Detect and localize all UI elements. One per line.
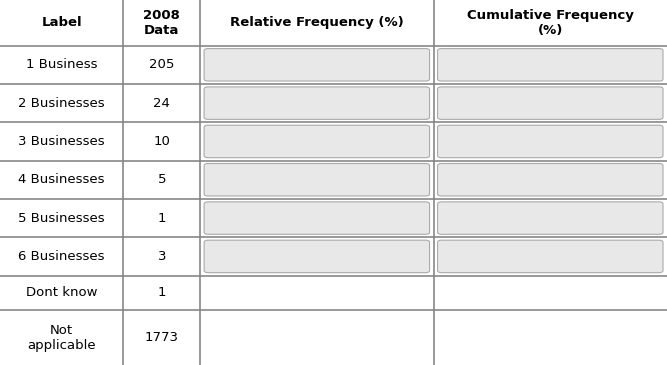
Text: 1773: 1773 xyxy=(145,331,179,344)
Bar xyxy=(0,199,667,237)
FancyBboxPatch shape xyxy=(438,240,663,273)
FancyBboxPatch shape xyxy=(204,240,430,273)
FancyBboxPatch shape xyxy=(204,202,430,234)
Text: 24: 24 xyxy=(153,97,170,110)
Bar xyxy=(0,0,667,46)
Text: Label: Label xyxy=(41,16,82,29)
Text: 2 Businesses: 2 Businesses xyxy=(19,97,105,110)
Text: 205: 205 xyxy=(149,58,175,71)
FancyBboxPatch shape xyxy=(438,202,663,234)
Bar xyxy=(0,276,667,310)
Text: 3 Businesses: 3 Businesses xyxy=(19,135,105,148)
Text: 4 Businesses: 4 Businesses xyxy=(19,173,105,186)
Text: 6 Businesses: 6 Businesses xyxy=(19,250,105,263)
Text: 1: 1 xyxy=(157,287,166,299)
Bar xyxy=(0,122,667,161)
FancyBboxPatch shape xyxy=(438,125,663,158)
Text: 5: 5 xyxy=(157,173,166,186)
Text: Relative Frequency (%): Relative Frequency (%) xyxy=(230,16,404,29)
FancyBboxPatch shape xyxy=(204,164,430,196)
Text: Dont know: Dont know xyxy=(26,287,97,299)
Bar xyxy=(0,84,667,122)
Text: 5 Businesses: 5 Businesses xyxy=(19,212,105,224)
Text: 1: 1 xyxy=(157,212,166,224)
FancyBboxPatch shape xyxy=(438,164,663,196)
Text: 2008
Data: 2008 Data xyxy=(143,9,180,37)
Bar xyxy=(0,237,667,276)
FancyBboxPatch shape xyxy=(204,87,430,119)
Bar xyxy=(0,310,667,365)
Text: Cumulative Frequency
(%): Cumulative Frequency (%) xyxy=(467,9,634,37)
Text: 10: 10 xyxy=(153,135,170,148)
FancyBboxPatch shape xyxy=(438,49,663,81)
Text: Not
applicable: Not applicable xyxy=(27,324,96,351)
Bar xyxy=(0,161,667,199)
Text: 1 Business: 1 Business xyxy=(26,58,97,71)
FancyBboxPatch shape xyxy=(438,87,663,119)
FancyBboxPatch shape xyxy=(204,125,430,158)
Bar xyxy=(0,46,667,84)
Text: 3: 3 xyxy=(157,250,166,263)
FancyBboxPatch shape xyxy=(204,49,430,81)
